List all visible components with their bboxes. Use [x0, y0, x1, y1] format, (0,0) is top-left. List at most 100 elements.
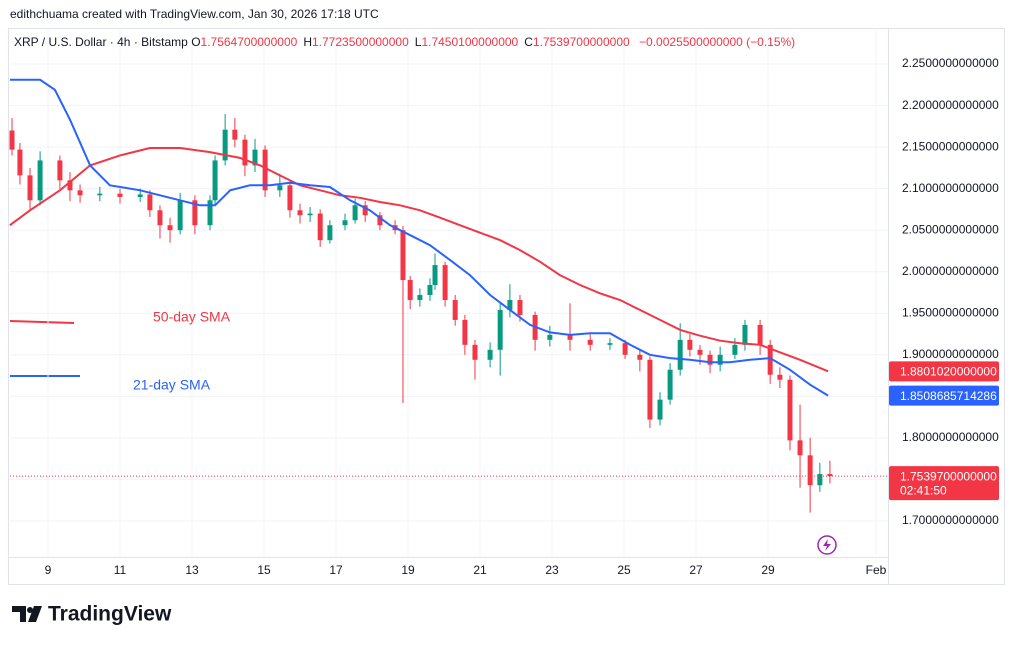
change: −0.0025500000000 (−0.15%) [639, 35, 796, 49]
candle-body [252, 149, 258, 166]
candle-body [647, 359, 653, 420]
candle-body [417, 294, 423, 300]
candle-body [637, 354, 643, 360]
candle-body [147, 194, 153, 211]
candle-body [177, 200, 183, 231]
price-tag-label: 1.8801020000000 [900, 365, 997, 379]
candle-body [507, 299, 513, 310]
candle-body [767, 344, 773, 375]
chart-frame [8, 28, 1005, 585]
candle-body [137, 194, 143, 197]
candle-body [452, 299, 458, 320]
candle-body [547, 334, 553, 340]
y-tick-label: 2.1000000000000 [902, 181, 999, 195]
x-tick-label: Feb [866, 563, 887, 577]
candle-body [827, 474, 833, 477]
grid [10, 28, 888, 555]
symbol: XRP / U.S. Dollar · 4h · Bitstamp [14, 35, 188, 49]
symbol-legend: XRP / U.S. Dollar · 4h · Bitstamp O1.756… [14, 35, 795, 49]
candle-body [192, 200, 198, 226]
x-tick-label: 17 [329, 563, 343, 577]
candle-body [97, 193, 103, 196]
candle-body [687, 339, 693, 350]
brand: TradingView [48, 603, 172, 626]
candle-body [677, 339, 683, 370]
candle-body [67, 180, 73, 191]
candle-body [472, 344, 478, 360]
candle-body [697, 349, 703, 355]
candle-body [232, 129, 238, 140]
y-tick-label: 1.9000000000000 [902, 347, 999, 361]
magic-icon[interactable] [817, 535, 837, 555]
y-tick-label: 2.2000000000000 [902, 98, 999, 112]
price-tag [889, 361, 999, 382]
y-tick-label: 2.0000000000000 [902, 264, 999, 278]
y-tick-label: 1.8000000000000 [902, 430, 999, 444]
candle-body [442, 265, 448, 300]
candle-body [777, 374, 783, 380]
candle-body [207, 200, 213, 226]
candle-body [327, 225, 333, 241]
candle-body [427, 285, 433, 295]
candle-body [362, 205, 368, 216]
sma-line [9, 147, 829, 373]
candle-body [787, 379, 793, 441]
candle-body [707, 354, 713, 365]
candle-body [487, 349, 493, 360]
candle-body [157, 210, 163, 226]
candle-body [287, 185, 293, 211]
ohlc-key: O [191, 35, 201, 49]
ohlc-key: L [414, 35, 422, 49]
y-tick-label: 2.0500000000000 [902, 222, 999, 236]
candle-body [657, 399, 663, 420]
candle-body [317, 213, 323, 241]
candle-body [797, 440, 803, 456]
sma-line [9, 78, 829, 397]
ohlc-value: 1.7450100000000 [421, 35, 519, 49]
candle-body [262, 149, 268, 191]
candle-body [622, 343, 628, 355]
candle-body [742, 324, 748, 345]
candle-body [297, 210, 303, 216]
candle-body [667, 369, 673, 400]
candle-body [342, 220, 348, 226]
ohlc-value: 1.7564700000000 [200, 35, 298, 49]
candle-body [167, 225, 173, 231]
y-tick-label: 2.1500000000000 [902, 139, 999, 153]
candle-body [732, 344, 738, 355]
candle-body [242, 139, 248, 166]
legend-label: 21-day SMA [133, 377, 211, 393]
candle-body [587, 339, 593, 345]
x-tick-label: 13 [185, 563, 199, 577]
ohlc: O1.7564700000000 H1.7723500000000 L1.74501… [191, 35, 636, 49]
candle-body [352, 205, 358, 221]
candle-body [307, 213, 313, 216]
candle-body [77, 190, 83, 196]
legend-swatch [9, 320, 75, 324]
x-tick-label: 15 [257, 563, 271, 577]
last-price-tag [889, 466, 999, 501]
candle-body [407, 280, 413, 300]
y-tick-label: 2.2500000000000 [902, 56, 999, 70]
candle-body [432, 265, 438, 286]
candle-body [277, 185, 283, 191]
x-tick-label: 21 [473, 563, 487, 577]
ohlc-value: 1.7539700000000 [532, 35, 630, 49]
ohlc-key: H [303, 35, 312, 49]
candle-body [462, 319, 468, 345]
candle-body [400, 230, 406, 281]
countdown: 02:41:50 [900, 483, 947, 497]
x-tick-label: 23 [545, 563, 559, 577]
candle-body [497, 309, 503, 350]
x-tick-label: 19 [401, 563, 415, 577]
y-tick-label: 1.9500000000000 [902, 305, 999, 319]
attribution: edithchuama created with TradingView.com… [10, 7, 379, 21]
candle-body [377, 215, 383, 226]
x-tick-label: 29 [761, 563, 775, 577]
candle-body [9, 130, 15, 150]
x-tick-label: 11 [114, 563, 127, 577]
price-tag [889, 385, 999, 406]
candle-body [57, 160, 63, 181]
